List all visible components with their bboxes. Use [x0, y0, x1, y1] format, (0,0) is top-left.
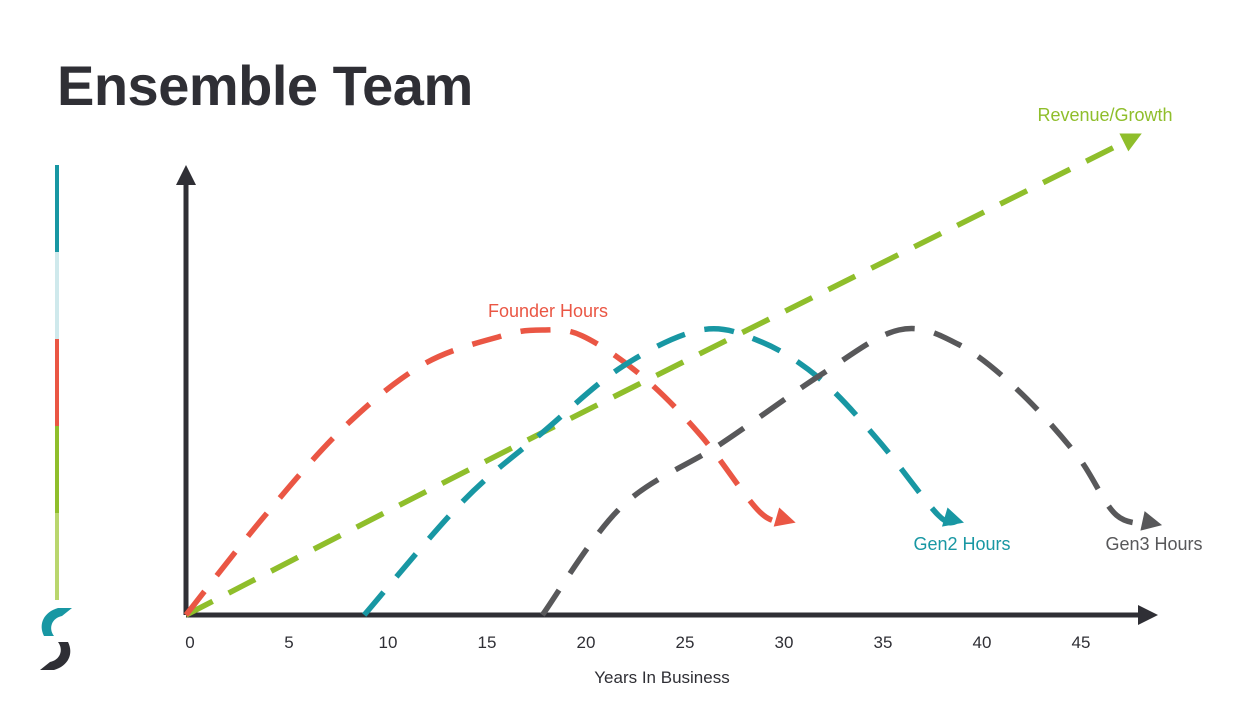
series-label: Gen2 Hours	[913, 534, 1010, 554]
series-arrowhead	[773, 507, 796, 527]
side-bar-segment	[55, 339, 59, 426]
page-title: Ensemble Team	[57, 54, 473, 117]
x-tick-label: 10	[379, 633, 398, 652]
side-bar-segment	[55, 252, 59, 339]
side-bar-segment	[55, 165, 59, 252]
x-tick-label: 5	[284, 633, 293, 652]
series-label: Gen3 Hours	[1105, 534, 1202, 554]
series-line	[540, 325, 1157, 617]
series-line	[183, 327, 791, 617]
y-axis-arrowhead	[176, 165, 196, 185]
side-bar-segment	[55, 426, 59, 513]
side-bar-segment	[55, 513, 59, 600]
x-tick-label: 35	[874, 633, 893, 652]
x-tick-label: 25	[676, 633, 695, 652]
side-color-bar	[55, 165, 59, 600]
series-label: Revenue/Growth	[1037, 105, 1172, 125]
x-tick-label: 15	[478, 633, 497, 652]
series-line	[184, 133, 1138, 618]
series-arrowhead	[1119, 133, 1142, 152]
x-tick-label: 40	[973, 633, 992, 652]
x-axis-arrowhead	[1138, 605, 1158, 625]
x-tick-label: 30	[775, 633, 794, 652]
series-arrowhead	[1140, 511, 1163, 531]
x-axis-label: Years In Business	[594, 668, 729, 687]
x-tick-label: 45	[1072, 633, 1091, 652]
x-tick-label: 20	[577, 633, 596, 652]
series-label: Founder Hours	[488, 301, 608, 321]
x-tick-label: 0	[185, 633, 194, 652]
series-arrowhead	[941, 507, 964, 527]
refresh-arrow-logo-icon	[40, 608, 72, 670]
series-line	[362, 326, 959, 617]
